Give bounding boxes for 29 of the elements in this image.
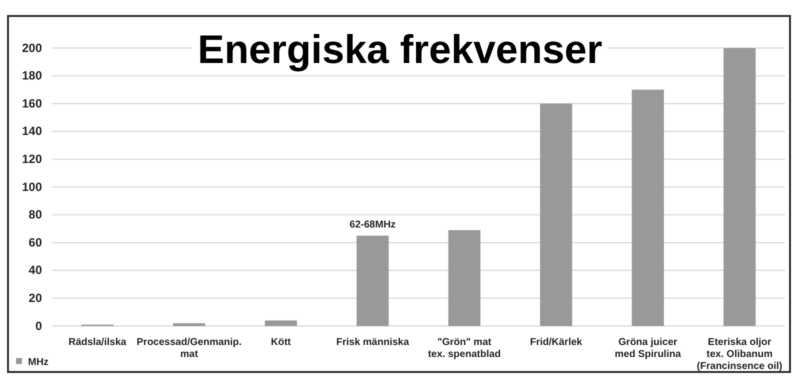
x-tick-label: Processad/Genmanip. mat [136,337,242,360]
x-tick-label: Rädsla/ilska [68,337,127,348]
x-tick-label: Frid/Kärlek [530,337,583,348]
x-tick-label: Kött [270,337,292,348]
y-tick-label: 60 [28,235,42,250]
bar [632,90,664,326]
annotation: 62-68MHz [350,220,396,231]
y-tick-label: 120 [22,152,42,166]
bar [540,104,572,326]
y-tick-label: 100 [22,180,42,194]
y-tick-label: 40 [28,263,42,278]
x-tick-label: Frisk människa [336,337,410,348]
y-tick-label: 160 [22,96,42,110]
x-tick-label: Gröna juicer med Spirulina [614,337,682,360]
bar [264,320,297,326]
y-tick-label: 80 [28,208,42,222]
bar [448,230,480,326]
bar [173,323,206,326]
y-tick-label: 180 [22,68,42,83]
y-tick-label: 200 [22,40,42,55]
x-tick-label: Eteriska oljor tex. Olibanum (Francinsence oil) [696,337,782,372]
x-tick-label: "Grön" mat tex. spenatblad [428,337,501,360]
legend-label: MHz [28,357,49,368]
bar [356,236,389,326]
y-tick-label: 0 [35,318,42,333]
bar [724,48,756,326]
y-tick-label: 140 [22,124,42,138]
y-tick-label: 20 [28,291,42,306]
chart-title: Energiska frekvenser [198,28,602,72]
